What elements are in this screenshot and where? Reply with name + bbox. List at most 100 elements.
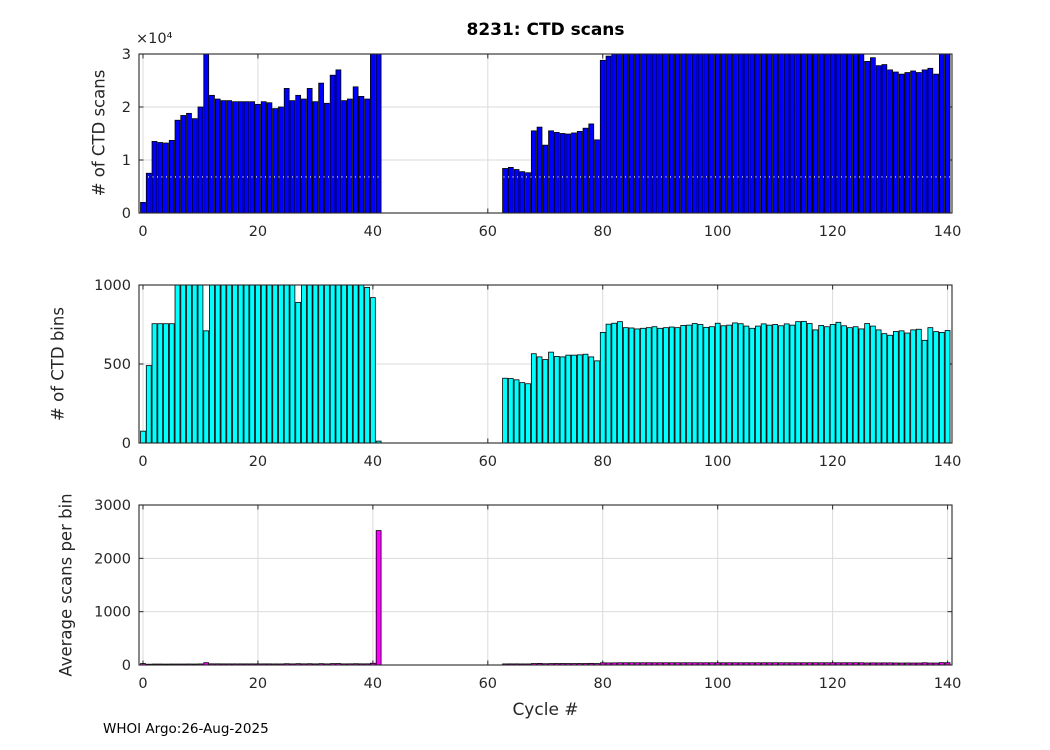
x-tick-label: 140 [934, 454, 962, 470]
bar [847, 53, 853, 214]
bar [576, 130, 583, 214]
bar [301, 284, 307, 444]
bar [266, 102, 273, 214]
bar [553, 132, 560, 214]
bar [686, 324, 692, 444]
bar [824, 53, 830, 214]
bar [352, 86, 359, 214]
bar [714, 322, 721, 444]
bar [772, 324, 779, 444]
bar [772, 53, 779, 214]
y-axis-exponent-label: ×10⁴ [136, 31, 173, 47]
bar [749, 327, 756, 444]
bar [174, 119, 181, 214]
bar [341, 100, 347, 214]
x-tick-label: 140 [934, 224, 962, 240]
bar [502, 377, 508, 444]
bar [594, 360, 600, 444]
bar [375, 530, 382, 666]
bar [191, 118, 198, 214]
bar [938, 53, 945, 214]
bar [232, 284, 238, 444]
bar [140, 430, 146, 444]
bar [306, 284, 313, 444]
bar [645, 327, 652, 444]
bar [611, 322, 618, 444]
bar [852, 53, 859, 214]
bar [812, 53, 819, 214]
x-tick-label: 100 [704, 224, 732, 240]
bar [168, 139, 175, 214]
bar [226, 284, 233, 444]
chart-title: 8231: CTD scans [466, 20, 625, 40]
bar [910, 70, 916, 214]
bar [783, 323, 790, 444]
y-tick-label: 0 [122, 206, 131, 222]
bar [864, 323, 870, 444]
bar [180, 115, 187, 214]
x-tick-label: 60 [479, 676, 497, 692]
bar [910, 329, 916, 444]
bar [519, 171, 526, 214]
bar [737, 53, 744, 214]
bar [180, 284, 187, 444]
bar [915, 328, 922, 444]
bar [525, 172, 531, 214]
bar [795, 321, 802, 444]
bar [295, 94, 302, 214]
bar [324, 284, 330, 444]
bar [191, 284, 198, 444]
bar [278, 106, 284, 214]
bar [697, 324, 704, 444]
plot-box [138, 504, 953, 666]
bar [703, 53, 710, 214]
x-tick-label: 100 [704, 676, 732, 692]
bar [364, 286, 370, 444]
bar [530, 130, 537, 214]
x-tick-label: 120 [819, 224, 847, 240]
bar [530, 353, 537, 444]
x-tick-label: 40 [364, 676, 382, 692]
bar [938, 331, 945, 444]
footer-text: WHOI Argo:26-Aug-2025 [103, 721, 269, 737]
bar [789, 324, 796, 444]
bar [933, 331, 939, 444]
bar [318, 284, 325, 444]
bar [668, 326, 675, 444]
bar [301, 98, 307, 214]
bar [749, 53, 756, 214]
bar [875, 65, 882, 214]
bar [576, 354, 583, 444]
bar [249, 284, 256, 444]
bar [674, 53, 681, 214]
bar [209, 94, 215, 214]
bar [237, 284, 244, 444]
bar [542, 144, 549, 214]
bar [289, 100, 296, 214]
bar [933, 73, 939, 214]
bar [278, 284, 284, 444]
bar [220, 100, 227, 214]
bar [525, 383, 531, 444]
bar [571, 354, 577, 444]
bar [174, 284, 181, 444]
bar [335, 69, 342, 214]
bar [663, 327, 669, 444]
bar [726, 324, 733, 444]
bar [605, 55, 612, 214]
bar [151, 323, 158, 444]
bar [599, 331, 606, 444]
x-tick-label: 120 [819, 454, 847, 470]
bar [801, 53, 807, 214]
bar [755, 53, 761, 214]
bar [507, 167, 514, 214]
bar [513, 379, 520, 444]
bar [329, 74, 336, 214]
bar [732, 322, 738, 444]
bar [163, 142, 169, 214]
bar [858, 328, 865, 444]
bar [347, 284, 353, 444]
bar [260, 101, 267, 214]
bar [255, 284, 261, 444]
